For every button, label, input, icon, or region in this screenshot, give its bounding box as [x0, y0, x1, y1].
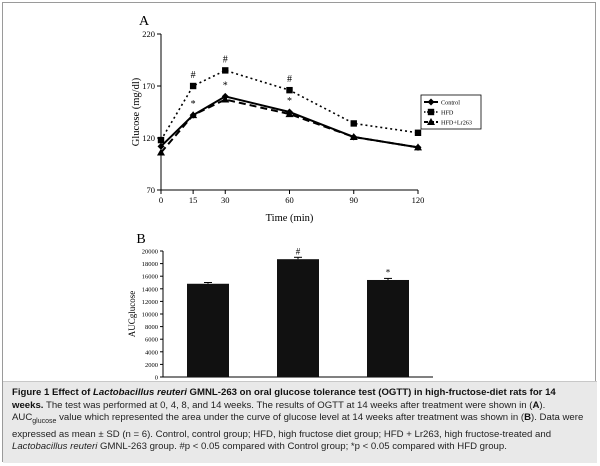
panel-a-data-point — [189, 111, 198, 119]
caption-title-pre: Figure 1 Effect of — [12, 387, 94, 398]
panel-a-x-tick-label: 30 — [221, 195, 230, 205]
figure-charts: A 70 120 170 220 0 15 30 60 90 120 Time (min) Glucos… — [127, 14, 482, 382]
caption-title: Figure 1 Effect of Lactobacillus reuteri… — [12, 387, 556, 411]
panel-a-legend-label: HFD — [441, 110, 454, 117]
caption-body-1: The test was performed at 0, 4, 8, and 1… — [43, 399, 533, 411]
panel-b-bar — [187, 283, 229, 377]
panel-a-data-point — [286, 86, 293, 94]
panel-a-x-tick-label: 120 — [412, 195, 425, 205]
panel-b-y-tick-label: 18000 — [142, 261, 158, 268]
panel-a-legend-label: Control — [441, 100, 460, 107]
panel-a-significance-mark: * — [191, 99, 196, 110]
panel-b-y-tick-label: 6000 — [145, 337, 158, 344]
panel-a-significance-mark: # — [287, 74, 292, 85]
panel-b-y-tick-label: 10000 — [142, 312, 158, 319]
panel-a-y-tick-label: 70 — [147, 185, 156, 195]
panel-a-legend-marker — [427, 98, 435, 106]
panel-b-y-tick-label: 12000 — [142, 299, 158, 306]
panel-a-series-line — [160, 95, 419, 149]
panel-a-data-point — [350, 120, 357, 127]
figure-caption: Figure 1 Effect of Lactobacillus reuteri… — [3, 381, 597, 463]
panel-a-x-tick-label: 15 — [189, 195, 198, 205]
panel-b-y-tick-label: 14000 — [142, 286, 158, 293]
panel-b-y-tick-label: 0 — [155, 375, 158, 382]
panel-b-significance-mark: # — [296, 246, 301, 256]
caption-title-post: GMNL-263 on oral glucose tolerance test … — [12, 387, 556, 411]
panel-a-data-point — [189, 82, 197, 90]
panel-a-significance-mark: * — [223, 80, 228, 91]
panel-b-bar — [367, 279, 409, 377]
panel-a-data-point — [157, 142, 165, 150]
panel-a-x-axis-label: Time (min) — [266, 213, 314, 224]
panel-a-y-tick-label: 120 — [142, 133, 155, 143]
panel-a-y-tick-label: 170 — [142, 81, 155, 91]
panel-b-label: B — [136, 232, 145, 247]
panel-a-data-point — [222, 67, 229, 74]
panel-a-significance-mark: # — [223, 54, 228, 65]
panel-a-data-point — [414, 129, 422, 136]
panel-b-y-tick-label: 16000 — [142, 274, 158, 281]
panel-a-data-point — [414, 143, 422, 151]
panel-b-significance-mark: * — [386, 267, 391, 277]
panel-a-x-tick-label: 90 — [350, 195, 359, 205]
panel-a-legend-label: HFD+Lr263 — [441, 120, 472, 127]
panel-a-series-line — [160, 98, 419, 154]
panel-a-x-tick-label: 60 — [285, 195, 294, 205]
panel-b-bar — [277, 259, 319, 377]
panel-a-x-tick-label: 0 — [159, 195, 163, 205]
panel-a-label: A — [139, 14, 150, 29]
panel-a-significance-mark: * — [287, 96, 292, 107]
panel-a-data-point — [157, 148, 165, 156]
panel-b-y-axis-label: AUCglucose — [127, 291, 137, 338]
panel-a-data-point — [285, 110, 294, 118]
caption-title-species: Lactobacillus reuteri — [93, 387, 187, 398]
panel-a-legend-marker — [427, 118, 435, 125]
caption-body-species: Lactobacillus reuteri — [12, 441, 98, 453]
caption-ref-b: B — [524, 412, 532, 424]
caption-body-4: ). Data were expressed as mean ± SD (n =… — [12, 412, 584, 440]
panel-a-y-axis-label: Glucose (mg/dl) — [131, 77, 142, 146]
panel-a-data-point — [157, 136, 165, 144]
caption-body-5: GMNL-263 group. #p < 0.05 compared with … — [97, 441, 507, 453]
caption-ref-a: A — [532, 399, 540, 411]
panel-a-y-tick-label: 220 — [142, 29, 155, 39]
panel-b-y-tick-label: 4000 — [145, 349, 158, 356]
caption-body-3: value which represented the area under t… — [56, 412, 525, 424]
panel-a-legend-marker — [427, 108, 435, 116]
panel-a-data-point — [349, 132, 358, 140]
caption-body-2: ). AUC — [12, 399, 546, 424]
panel-b-y-tick-label: 2000 — [145, 362, 158, 369]
panel-b-y-tick-label: 8000 — [145, 324, 158, 331]
caption-sub-glucose: glucose — [32, 418, 57, 426]
panel-b-y-tick-label: 20000 — [142, 249, 158, 256]
panel-a-significance-mark: # — [191, 70, 196, 81]
panel-a-data-point — [221, 95, 230, 103]
